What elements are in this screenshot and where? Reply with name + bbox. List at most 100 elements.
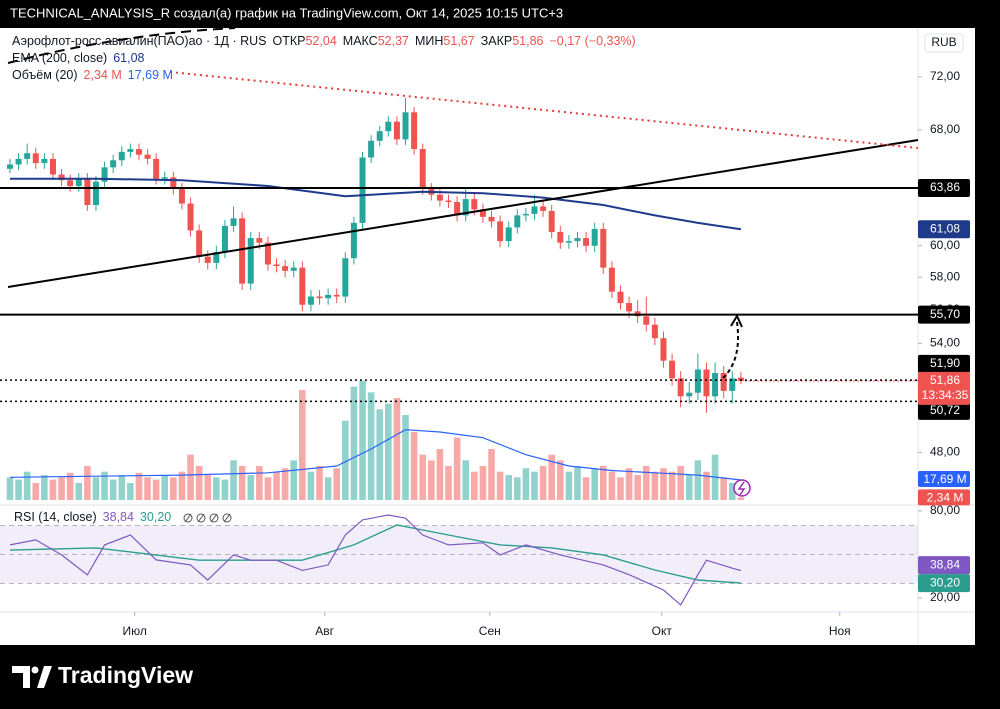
price-layer <box>0 97 918 413</box>
volume-bar <box>505 475 513 500</box>
volume-bar <box>496 471 504 500</box>
y-tick-label: 54,00 <box>930 336 960 350</box>
candle-body <box>316 296 323 299</box>
volume-bar <box>23 471 31 500</box>
rsi-ma-value: 30,20 <box>140 510 171 524</box>
candle-body <box>187 203 194 231</box>
candle-body <box>368 140 375 158</box>
x-tick-label: Сен <box>479 624 501 638</box>
rsi-legend-icons <box>183 513 232 523</box>
volume-bar <box>213 477 220 500</box>
candle-body <box>557 231 564 243</box>
legend: Аэрофлот-росс.авиалин(ПАО)ао · 1Д · RUS О… <box>12 33 964 524</box>
candle-body <box>643 316 650 325</box>
volume-bar <box>402 415 409 500</box>
volume-bar <box>32 483 40 500</box>
volume-bar <box>49 479 57 500</box>
rsi-badge: 38,84 <box>930 557 960 571</box>
ema-name: EMA (200, close) <box>12 51 107 65</box>
candle-body <box>204 256 211 263</box>
volume-bar <box>376 409 384 500</box>
volume-bar <box>342 420 349 500</box>
candle-body <box>660 338 667 361</box>
y-tick-label: 68,00 <box>930 122 960 136</box>
volume-bar <box>574 466 581 500</box>
volume-bar <box>152 479 160 500</box>
level-label-box <box>918 179 970 198</box>
volume-bar <box>445 466 452 500</box>
volume-bar <box>625 468 633 500</box>
candle-body <box>6 164 13 169</box>
trend-line <box>7 139 919 288</box>
ohlc-value: 52,04 <box>306 34 337 48</box>
volume-bar <box>428 460 435 500</box>
volume-bar <box>668 471 676 500</box>
volume-bar <box>685 475 693 500</box>
legend-main: Аэрофлот-росс.авиалин(ПАО)ао · 1Д · RUS О… <box>12 34 636 48</box>
candle-body <box>436 194 443 201</box>
y-tick-label: 72,00 <box>930 69 960 83</box>
legend-volume: Объём (20) 2,34 M 17,69 M <box>12 68 173 82</box>
volume-bar <box>256 466 263 500</box>
volume-bar <box>84 466 91 500</box>
volume-ma-badge-box <box>918 470 970 487</box>
volume-bar <box>92 477 100 500</box>
volume-bar <box>281 468 289 500</box>
volume-bar <box>591 468 598 500</box>
volume-name: Объём (20) <box>12 68 78 82</box>
volume-bar <box>660 468 667 500</box>
event-icon-bolt <box>737 481 746 496</box>
volume-bar <box>247 475 255 500</box>
candle-body <box>325 294 332 299</box>
candle-body <box>686 392 693 397</box>
candle-body <box>213 251 220 263</box>
level-label: 50,72 <box>930 403 960 417</box>
candle-body <box>221 225 228 252</box>
candle-body <box>15 158 22 165</box>
candle-body <box>488 216 495 222</box>
drawings <box>7 27 919 497</box>
symbol-title: Аэрофлот-росс.авиалин(ПАО)ао · 1Д · RUS <box>12 34 267 48</box>
currency-box[interactable] <box>924 33 964 53</box>
volume-bar <box>556 460 564 500</box>
volume-bar <box>15 479 22 500</box>
volume-bar <box>720 477 727 500</box>
candle-body <box>264 242 271 265</box>
current-price-label: 51,86 <box>930 373 960 387</box>
change: −0,17 (−0,33%) <box>550 34 636 48</box>
candle-body <box>282 266 289 271</box>
volume-ma-line <box>9 429 741 481</box>
candle-body <box>411 112 418 150</box>
rsi-name: RSI (14, close) <box>14 510 97 524</box>
volume-bar <box>436 449 444 500</box>
candle-body <box>703 369 710 397</box>
candle-body <box>591 228 598 246</box>
candle-body <box>462 199 469 216</box>
candle-body <box>118 151 125 161</box>
candle-body <box>574 238 581 242</box>
currency: RUB <box>931 35 956 49</box>
rsi-ma-line <box>9 524 741 584</box>
candle-body <box>101 167 108 182</box>
candle-body <box>694 369 701 393</box>
header-text: TECHNICAL_ANALYSIS_R создал(а) график на… <box>10 5 563 20</box>
volume-bar <box>135 472 143 500</box>
volume-bar <box>6 477 14 500</box>
ohlc-name: МИН <box>415 34 443 48</box>
volume-bar <box>350 386 358 500</box>
volume-bar <box>144 477 151 500</box>
volume-bar <box>462 460 470 500</box>
event-icon[interactable] <box>733 479 751 497</box>
candle-body <box>479 209 486 217</box>
candle-body <box>247 238 254 284</box>
volume-bar <box>471 471 478 500</box>
x-tick-label: Авг <box>315 624 334 638</box>
candle-body <box>385 121 392 132</box>
volume-bar <box>195 466 203 500</box>
candle-body <box>729 378 736 391</box>
rsi-layer <box>0 514 918 606</box>
level-label: 63,86 <box>930 180 960 194</box>
candle-body <box>135 149 142 155</box>
candle-body <box>454 202 461 216</box>
